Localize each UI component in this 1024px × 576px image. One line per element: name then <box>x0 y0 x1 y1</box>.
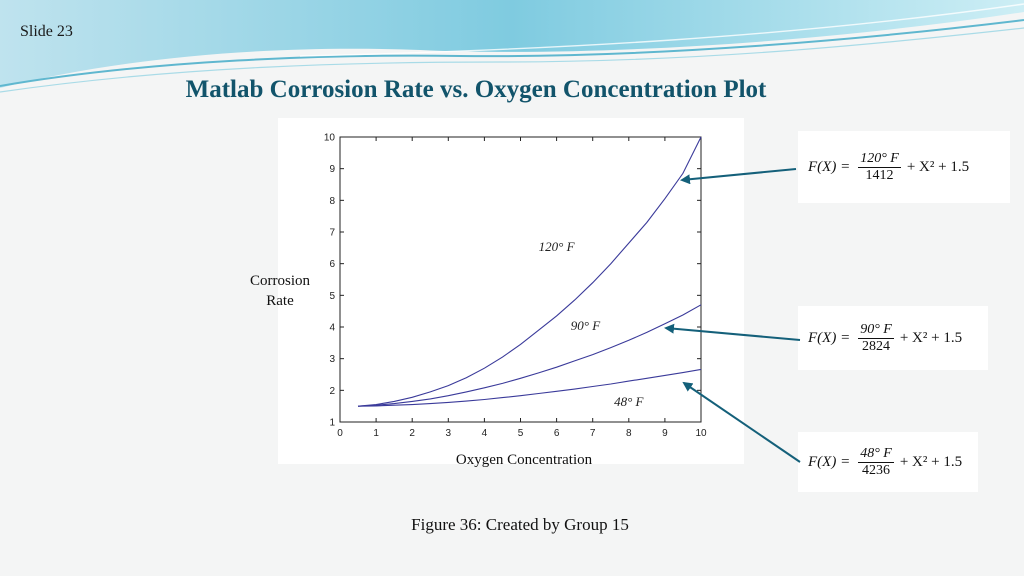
series-line-1 <box>357 304 702 407</box>
formula-denominator: 4236 <box>862 462 891 478</box>
y-tick-label: 3 <box>329 354 335 365</box>
y-tick-label: 10 <box>324 133 336 144</box>
figure-caption: Figure 36: Created by Group 15 <box>411 515 629 534</box>
y-axis-label: Corrosion Rate <box>250 273 310 309</box>
y-tick-label: 4 <box>329 323 335 334</box>
x-tick-label: 10 <box>695 428 707 439</box>
formula-denominator: 1412 <box>865 167 894 183</box>
x-tick-label: 0 <box>337 428 343 439</box>
x-tick-label: 5 <box>518 428 524 439</box>
formula-denominator: 2824 <box>862 338 891 354</box>
x-axis-label: Oxygen Concentration <box>455 452 593 468</box>
series-label-2: 48° F <box>614 394 644 409</box>
x-tick-label: 6 <box>554 428 560 439</box>
formula-fraction: 48° F 4236 <box>858 446 894 479</box>
formula-rhs: + X² + 1.5 <box>899 329 963 346</box>
x-tick-label: 7 <box>590 428 596 439</box>
series-line-2 <box>357 368 702 407</box>
formula-lhs: F(X) = <box>808 158 851 175</box>
y-tick-label: 1 <box>329 418 335 429</box>
x-tick-label: 3 <box>446 428 452 439</box>
y-tick-label: 7 <box>329 228 335 239</box>
y-tick-label: 5 <box>329 291 335 302</box>
formula-rhs: + X² + 1.5 <box>906 158 970 175</box>
formula-lhs: F(X) = <box>808 329 851 346</box>
formula-box-120f: F(X) = 120° F 1412 + X² + 1.5 <box>798 131 1010 203</box>
formula-box-48f: F(X) = 48° F 4236 + X² + 1.5 <box>798 432 978 492</box>
plot-area <box>339 136 702 423</box>
y-tick-label: 2 <box>329 386 335 397</box>
x-tick-label: 1 <box>373 428 379 439</box>
y-tick-label: 6 <box>329 259 335 270</box>
formula-numerator: 90° F <box>858 321 894 339</box>
y-tick-label: 9 <box>329 164 335 175</box>
header-swoosh-decoration <box>0 0 1024 93</box>
series-label-0: 120° F <box>539 239 576 254</box>
formula-lhs: F(X) = <box>808 453 851 470</box>
y-tick-label: 8 <box>329 196 335 207</box>
series-label-1: 90° F <box>571 318 601 333</box>
formula-fraction: 90° F 2824 <box>858 322 894 355</box>
slide-title: Matlab Corrosion Rate vs. Oxygen Concent… <box>185 76 767 103</box>
formula-rhs: + X² + 1.5 <box>899 453 963 470</box>
formula-numerator: 120° F <box>858 150 901 168</box>
series-line-0 <box>357 136 702 407</box>
slide-number: Slide 23 <box>20 23 73 40</box>
formula-numerator: 48° F <box>858 445 894 463</box>
formula-box-90f: F(X) = 90° F 2824 + X² + 1.5 <box>798 306 988 370</box>
x-tick-label: 4 <box>482 428 488 439</box>
x-tick-label: 2 <box>409 428 415 439</box>
x-tick-label: 9 <box>662 428 668 439</box>
x-tick-label: 8 <box>626 428 632 439</box>
formula-fraction: 120° F 1412 <box>858 151 901 184</box>
